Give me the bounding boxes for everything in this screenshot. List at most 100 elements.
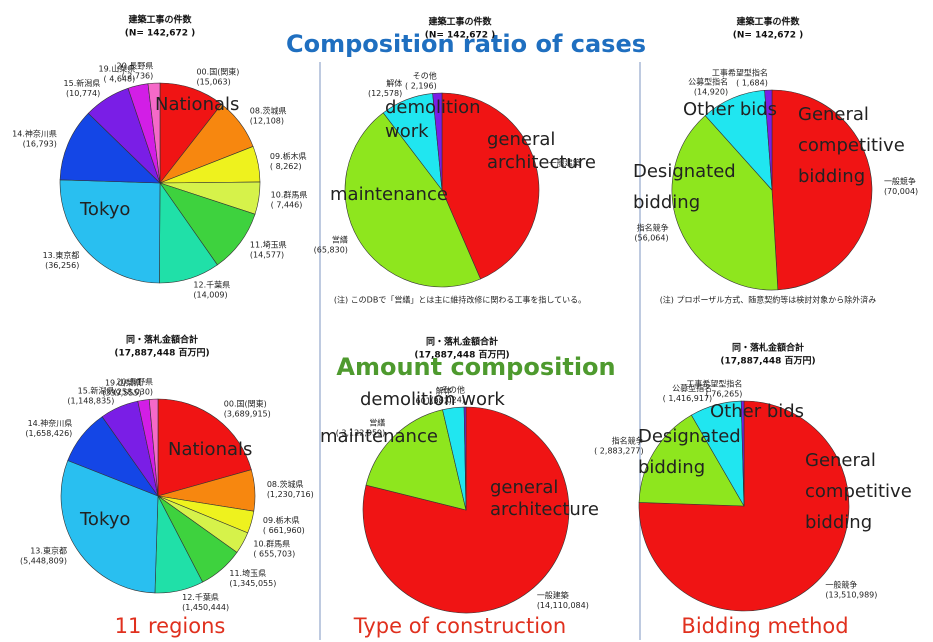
slice-value: (14,009) [193,290,227,299]
slice-value: (339,555) [102,389,141,398]
slice-value: ( 2,736) [122,72,154,81]
annotation: general [487,129,555,150]
slice-value: ( 661,960) [263,526,305,535]
slice-label: 13.東京都 [43,250,80,260]
chart-title: 建築工事の件数 [736,16,800,28]
slice-label: 11.埼玉県 [229,568,266,578]
slice-value: (12,108) [250,117,284,126]
slice-value: (16,793) [23,140,57,149]
chart-title: 建築工事の件数 [128,14,192,26]
annotation: maintenance [320,426,438,447]
slice-value: (36,256) [45,261,79,270]
chart-title: 同・落札金額合計 [126,334,198,346]
pie-slice [147,82,161,184]
slice-value: (1,450,444) [182,603,229,612]
annotation: competitive [798,135,905,156]
annotation: bidding [805,512,872,533]
slice-value: ( 2,196) [405,82,437,91]
slice-label: 一般建築 [537,590,569,600]
slice-label: 19.山梨県 [105,378,142,388]
slice-value: ( 1,684) [736,79,768,88]
slice-value: ( 2,883,277) [594,446,644,455]
slice-value: (5,448,809) [20,556,67,565]
slice-label: 10.群馬県 [253,538,290,548]
slice-value: (14,577) [250,250,284,259]
chart-title: 同・落札金額合計 [426,336,498,348]
slice-label: 工事希望型指名 [712,68,768,78]
slice-label: 指名競争 [637,223,669,233]
pie-slice [365,409,467,511]
annotation: general [490,477,558,498]
slice-label: その他 [441,385,465,395]
chart-title: 建築工事の件数 [428,16,492,28]
slice-label: 19.山梨県 [99,63,136,73]
slice-label: 15.新潟県 [64,78,101,88]
annotation: competitive [805,481,912,502]
section-heading: Composition ratio of cases [286,30,646,58]
slice-value: (258,030) [114,388,153,397]
slice-value: ( 76,265) [706,390,743,399]
slice-value: (1,658,426) [25,429,72,438]
annotation: Designated [638,426,741,447]
annotation: Other bids [683,99,777,120]
slice-value: (56,064) [634,234,668,243]
pie-slice [60,460,159,594]
slice-label: 解体 [386,78,402,88]
pie-slice [362,406,570,614]
slice-value: (65,830) [314,246,348,255]
slice-value: ( 8,262) [270,162,302,171]
slice-label: 指名競争 [612,435,644,445]
section-heading: Amount composition [336,353,615,381]
annotation: Nationals [168,439,252,460]
slice-label: 09.栃木県 [263,515,300,525]
pie-slice [344,112,481,288]
slice-value: (70,004) [884,187,918,196]
annotation: Tokyo [79,509,130,530]
slice-label: 解体 [436,385,452,395]
pie-slice [157,398,252,497]
slice-label: その他 [413,71,437,81]
slice-label: 20.長野県 [117,62,154,71]
chart-note: (注) プロポーザル方式、随意契約等は検討対象から除外済み [660,295,877,305]
slice-label: 営繕 [369,418,385,428]
slice-value: (14,920) [694,87,728,96]
annotation: Tokyo [79,199,130,220]
chart-subtitle: (17,887,448 百万円) [114,348,209,359]
pie-slice [432,92,443,191]
chart-note: (注) このDBで「営繕」とは主に維持改修に関わる工事を指している。 [334,295,586,305]
slice-value: (1,230,716) [267,490,314,499]
pie-slice [671,115,779,291]
slice-label: 08.茨城県 [250,106,287,116]
slice-label: 工事希望型指名 [686,379,742,389]
slice-value: (601,381) [412,396,451,405]
pie-slice [148,398,159,497]
pie-slice [59,112,161,184]
chart-subtitle: (17,887,448 百万円) [720,356,815,367]
chart-subtitle: (17,887,448 百万円) [414,350,509,361]
slice-label: 12.千葉県 [182,592,219,602]
pie-slice [59,179,161,284]
slice-value: (1,148,835) [67,397,114,406]
slice-value: (3,689,915) [224,410,271,419]
annotation: bidding [798,166,865,187]
slice-label: 15.新潟県 [78,386,115,396]
pie-slice [463,406,467,511]
slice-label: 00.国(関東) [196,67,239,77]
pie-slice [638,414,745,507]
slice-label: 20.長野県 [116,378,153,387]
slice-label: 11.埼玉県 [250,239,287,249]
slice-label: 公募型指名 [688,76,728,86]
slice-value: (15,063) [196,78,230,87]
slice-value: ( 1,416,917) [663,394,713,403]
column-label: Bidding method [681,614,848,638]
slice-label: 10.群馬県 [271,190,308,200]
slice-value: (14,110,084) [537,601,589,610]
slice-value: (12,578) [368,89,402,98]
annotation: bidding [638,457,705,478]
slice-label: 一般競争 [825,580,857,590]
annotation: demolition [385,97,481,118]
annotation: demolition work [360,389,505,410]
pie-slice [771,89,873,291]
annotation: Nationals [155,94,239,115]
slice-label: 一般競争 [884,176,916,186]
